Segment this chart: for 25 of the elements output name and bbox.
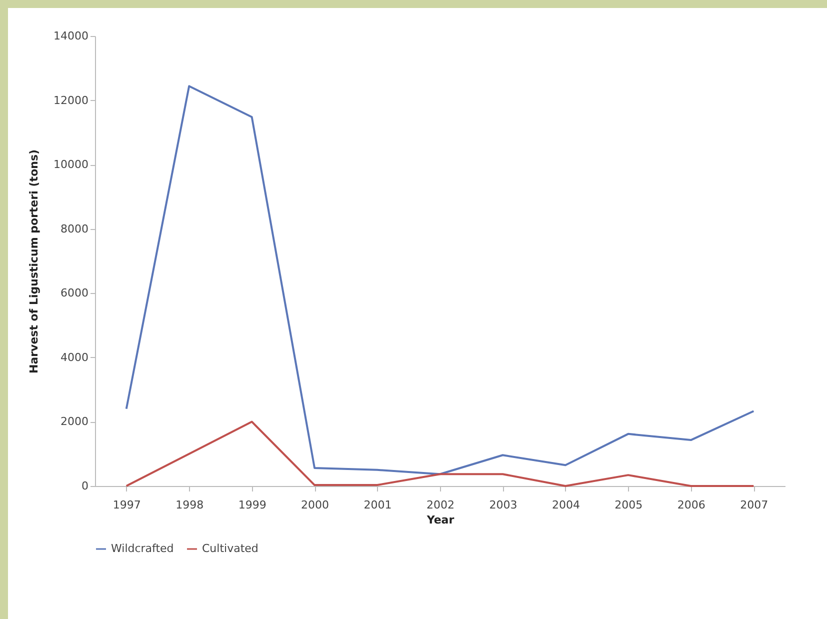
x-tick-label: 2006 bbox=[677, 498, 706, 512]
x-tick-label: 2003 bbox=[489, 498, 518, 512]
line-series bbox=[125, 420, 755, 487]
y-tick-label: 12000 bbox=[54, 94, 88, 107]
x-tick-label: 1997 bbox=[112, 498, 141, 512]
y-tick-label: 2000 bbox=[60, 415, 88, 428]
x-tick-label: 2004 bbox=[552, 498, 580, 512]
x-tick-label: 1999 bbox=[238, 498, 266, 512]
y-tick-label: 6000 bbox=[60, 286, 88, 300]
x-tick-label: 2001 bbox=[364, 498, 392, 512]
x-axis-title: Year bbox=[426, 514, 455, 526]
y-axis-title: Harvest of Ligusticum porteri (tons) bbox=[28, 149, 41, 374]
y-tick-label: 10000 bbox=[54, 158, 88, 172]
y-tick-label: 4000 bbox=[60, 350, 88, 364]
x-tick-label: 1998 bbox=[176, 498, 204, 512]
x-tick-label: 2000 bbox=[301, 498, 330, 512]
y-tick-label: 14000 bbox=[54, 30, 88, 42]
y-tick-label: 0 bbox=[82, 480, 88, 492]
y-tick-label: 8000 bbox=[60, 222, 88, 236]
x-tick-label: 2005 bbox=[614, 498, 643, 512]
line-series bbox=[125, 85, 755, 476]
legend-label: Wildcrafted bbox=[111, 542, 174, 555]
x-tick-label: 2002 bbox=[426, 498, 454, 512]
x-tick-label: 2007 bbox=[740, 498, 768, 512]
legend-label: Cultivated bbox=[202, 542, 258, 555]
